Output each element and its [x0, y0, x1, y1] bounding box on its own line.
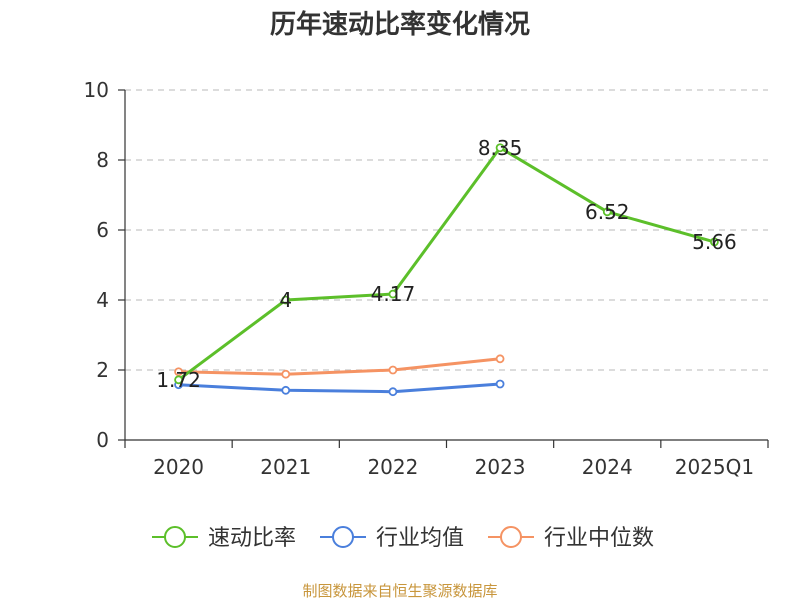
series-line-0 [177, 146, 715, 382]
legend-marker [164, 526, 186, 548]
data-point-0 [281, 295, 291, 305]
data-point-0 [174, 375, 183, 385]
data-label: 4.17 [371, 282, 416, 306]
y-tick-label: 8 [96, 148, 109, 172]
legend-label: 行业均值 [376, 526, 464, 551]
series-line-2 [178, 357, 501, 376]
legend-marker [500, 526, 522, 548]
data-label: 1.72 [156, 368, 201, 392]
x-tick-label: 2025Q1 [675, 455, 754, 479]
data-label: 8.35 [478, 136, 523, 160]
series-line-1 [178, 382, 501, 394]
x-tick-label: 2020 [153, 455, 204, 479]
x-tick-label: 2023 [475, 455, 526, 479]
y-tick-label: 4 [96, 288, 109, 312]
data-point-0 [495, 143, 505, 153]
data-label: 6.52 [585, 200, 630, 224]
chart-title: 历年速动比率变化情况 [270, 9, 530, 40]
x-tick-label: 2024 [582, 455, 633, 479]
data-point-2 [495, 354, 505, 364]
legend-label: 速动比率 [208, 526, 296, 551]
data-point-0 [602, 207, 612, 217]
data-point-1 [495, 379, 505, 389]
y-tick-label: 0 [96, 428, 109, 452]
data-point-0 [710, 237, 719, 247]
data-point-0 [388, 289, 398, 299]
data-point-2 [174, 367, 183, 377]
source-note: 制图数据来自恒生聚源数据库 [302, 582, 497, 600]
x-tick-label: 2021 [260, 455, 311, 479]
grid-lines [125, 89, 768, 371]
axes: 0 2 4 6 8 10 2020 2021 2022 2023 2024 2025Q1 [84, 78, 769, 479]
y-tick-label: 2 [96, 358, 109, 382]
data-labels: 1.72 4 4.17 8.35 6.52 5.66 [156, 136, 736, 392]
data-point-2 [281, 369, 291, 379]
data-label: 5.66 [692, 230, 737, 254]
x-tick-label: 2022 [367, 455, 418, 479]
data-point-1 [388, 387, 398, 397]
data-label: 4 [279, 288, 292, 312]
legend-label: 行业中位数 [544, 526, 654, 551]
legend-marker [332, 526, 354, 548]
data-point-2 [388, 365, 398, 375]
legend: 速动比率 行业均值 行业中位数 [152, 526, 654, 551]
y-tick-label: 6 [96, 218, 109, 242]
series-group [174, 143, 719, 397]
y-tick-label: 10 [84, 78, 109, 102]
data-point-1 [281, 385, 291, 395]
